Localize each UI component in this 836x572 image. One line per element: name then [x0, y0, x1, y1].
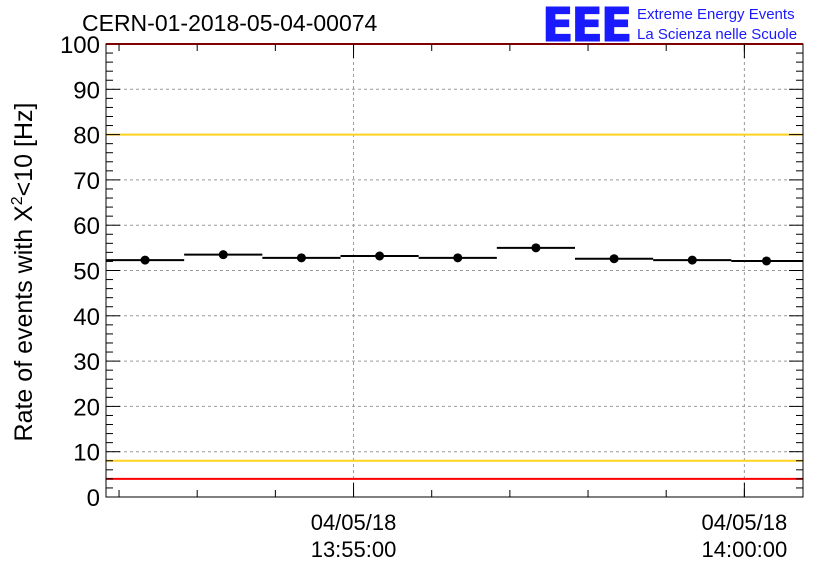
brand-line-1: Extreme Energy Events — [637, 6, 795, 23]
data-point — [687, 255, 697, 265]
data-point — [296, 253, 306, 263]
y-axis-title-tail: <10 [Hz] — [10, 103, 38, 197]
y-tick-label: 60 — [73, 213, 100, 240]
data-point — [375, 251, 385, 261]
y-tick-label: 0 — [87, 485, 100, 512]
data-point — [140, 255, 150, 265]
grid-layer — [106, 44, 803, 497]
y-tick-label: 40 — [73, 304, 100, 331]
y-axis-title: Rate of events with X2<10 [Hz] — [9, 103, 38, 442]
y-axis-title-main: Rate of events with X — [10, 205, 38, 442]
plot-frame — [105, 43, 804, 498]
data-point — [453, 253, 463, 263]
run-title: CERN-01-2018-05-04-00074 — [82, 10, 378, 36]
data-point — [218, 250, 228, 260]
x-tick-label: 13:55:00 — [311, 537, 397, 562]
data-point — [609, 254, 619, 264]
y-tick-label: 20 — [73, 394, 100, 421]
y-axis-title-sup: 2 — [9, 196, 26, 205]
y-tick-label: 50 — [73, 259, 100, 286]
axes: 010203040506070809010004/05/1813:55:0004… — [60, 32, 803, 562]
y-tick-label: 30 — [73, 349, 100, 376]
y-tick-label: 90 — [73, 77, 100, 104]
reference-lines — [106, 43, 803, 480]
y-tick-label: 10 — [73, 440, 100, 467]
y-tick-label: 100 — [60, 32, 100, 59]
x-tick-label: 14:00:00 — [702, 537, 788, 562]
x-tick-date-label: 04/05/18 — [702, 510, 788, 535]
data-point — [531, 243, 541, 253]
brand-line-2: La Scienza nelle Scuole — [637, 26, 797, 43]
x-tick-date-label: 04/05/18 — [311, 510, 397, 535]
y-tick-label: 80 — [73, 123, 100, 150]
y-tick-label: 70 — [73, 168, 100, 195]
data-layer — [106, 243, 803, 266]
data-point — [762, 256, 772, 266]
